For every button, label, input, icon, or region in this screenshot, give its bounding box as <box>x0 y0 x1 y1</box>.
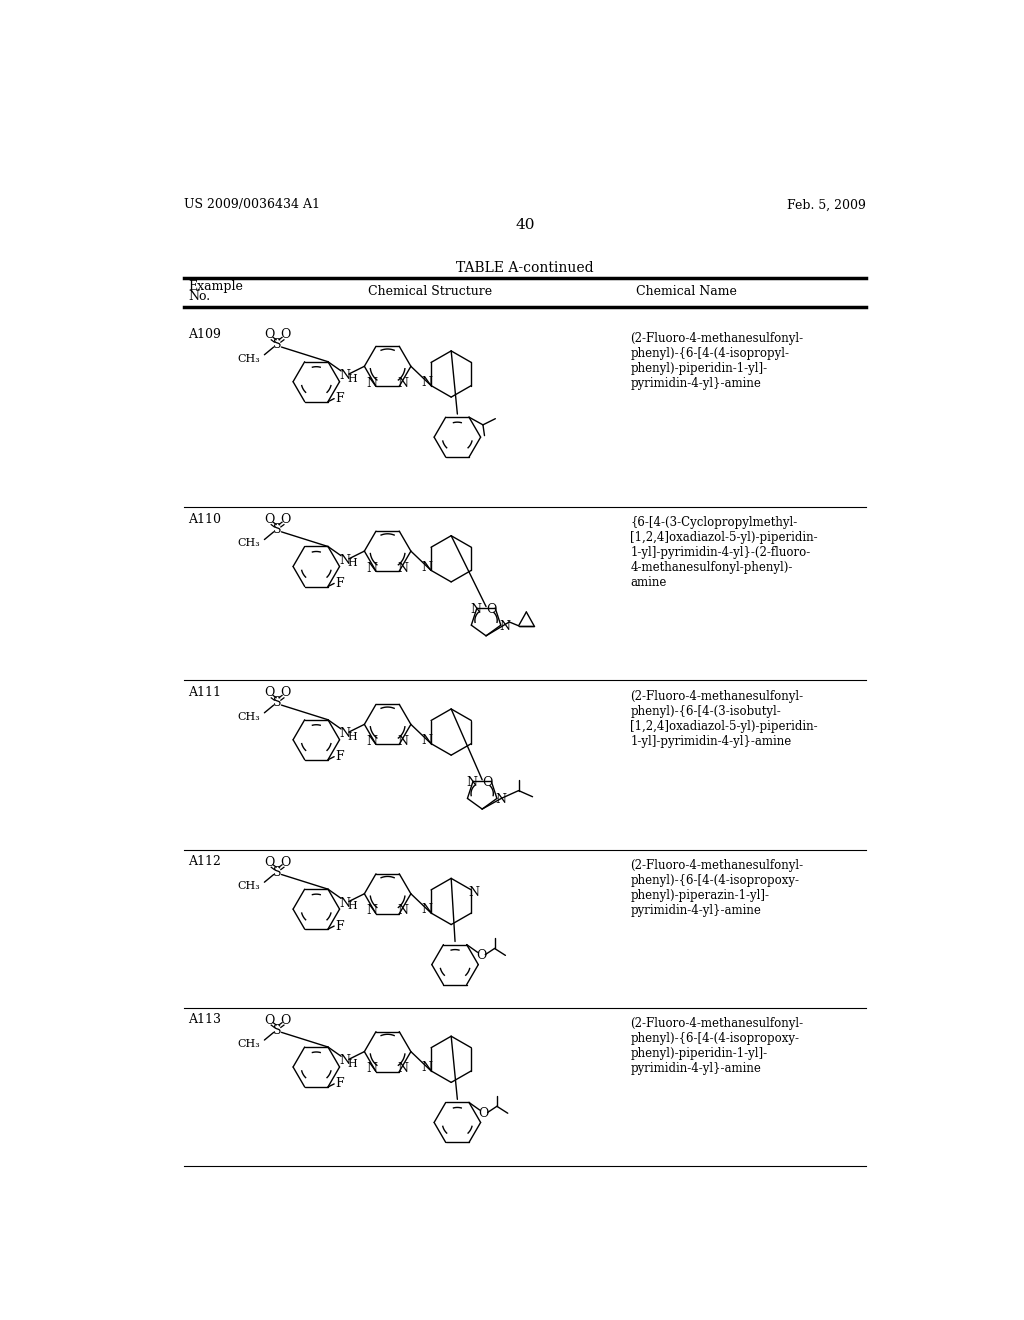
Text: US 2009/0036434 A1: US 2009/0036434 A1 <box>183 198 319 211</box>
Text: O: O <box>281 686 291 700</box>
Text: N: N <box>421 1061 432 1074</box>
Text: N: N <box>367 1063 378 1074</box>
Text: O: O <box>281 329 291 342</box>
Text: F: F <box>336 1077 344 1090</box>
Text: N: N <box>367 376 378 389</box>
Text: CH₃: CH₃ <box>238 354 260 363</box>
Text: N: N <box>421 561 432 574</box>
Text: O: O <box>281 1014 291 1027</box>
Text: H: H <box>347 902 356 911</box>
Text: S: S <box>273 523 282 536</box>
Text: N: N <box>470 603 481 616</box>
Text: S: S <box>273 696 282 709</box>
Text: N: N <box>421 376 432 389</box>
Text: A110: A110 <box>188 512 221 525</box>
Text: O: O <box>482 776 493 789</box>
Text: Example: Example <box>188 280 244 293</box>
Text: H: H <box>347 1059 356 1069</box>
Text: N: N <box>496 793 506 807</box>
Text: N: N <box>397 561 409 574</box>
Text: N: N <box>499 620 510 634</box>
Text: N: N <box>340 1055 350 1068</box>
Text: A112: A112 <box>188 855 221 869</box>
Text: O: O <box>264 329 275 342</box>
Text: F: F <box>336 577 344 590</box>
Text: F: F <box>336 920 344 932</box>
Text: N: N <box>397 1063 409 1074</box>
Text: {6-[4-(3-Cyclopropylmethyl-
[1,2,4]oxadiazol-5-yl)-piperidin-
1-yl]-pyrimidin-4-: {6-[4-(3-Cyclopropylmethyl- [1,2,4]oxadi… <box>630 516 818 590</box>
Text: N: N <box>397 376 409 389</box>
Text: O: O <box>264 513 275 527</box>
Text: O: O <box>478 1106 488 1119</box>
Text: N: N <box>367 561 378 574</box>
Text: N: N <box>340 370 350 381</box>
Text: N: N <box>367 904 378 917</box>
Text: N: N <box>340 727 350 741</box>
Text: H: H <box>347 558 356 569</box>
Text: (2-Fluoro-4-methanesulfonyl-
phenyl)-{6-[4-(3-isobutyl-
[1,2,4]oxadiazol-5-yl)-p: (2-Fluoro-4-methanesulfonyl- phenyl)-{6-… <box>630 689 818 747</box>
Text: Chemical Structure: Chemical Structure <box>369 285 493 298</box>
Text: TABLE A-continued: TABLE A-continued <box>456 261 594 275</box>
Text: (2-Fluoro-4-methanesulfonyl-
phenyl)-{6-[4-(4-isopropoxy-
phenyl)-piperidin-1-yl: (2-Fluoro-4-methanesulfonyl- phenyl)-{6-… <box>630 1016 803 1074</box>
Text: CH₃: CH₃ <box>238 711 260 722</box>
Text: S: S <box>273 338 282 351</box>
Text: N: N <box>367 735 378 748</box>
Text: O: O <box>476 949 486 962</box>
Text: N: N <box>340 896 350 909</box>
Text: O: O <box>486 603 497 616</box>
Text: A111: A111 <box>188 686 221 698</box>
Text: Chemical Name: Chemical Name <box>636 285 736 298</box>
Text: 40: 40 <box>515 218 535 232</box>
Text: N: N <box>421 903 432 916</box>
Text: CH₃: CH₃ <box>238 1039 260 1049</box>
Text: N: N <box>468 886 479 899</box>
Text: A109: A109 <box>188 327 221 341</box>
Text: H: H <box>347 374 356 384</box>
Text: S: S <box>273 1023 282 1036</box>
Text: O: O <box>264 686 275 700</box>
Text: O: O <box>264 855 275 869</box>
Text: H: H <box>347 731 356 742</box>
Text: O: O <box>281 855 291 869</box>
Text: A113: A113 <box>188 1014 221 1026</box>
Text: N: N <box>466 776 477 789</box>
Text: CH₃: CH₃ <box>238 539 260 548</box>
Text: O: O <box>264 1014 275 1027</box>
Text: No.: No. <box>188 290 211 304</box>
Text: (2-Fluoro-4-methanesulfonyl-
phenyl)-{6-[4-(4-isopropyl-
phenyl)-piperidin-1-yl]: (2-Fluoro-4-methanesulfonyl- phenyl)-{6-… <box>630 331 803 389</box>
Text: S: S <box>273 866 282 879</box>
Text: N: N <box>397 735 409 748</box>
Text: N: N <box>421 734 432 747</box>
Text: F: F <box>336 392 344 405</box>
Text: Feb. 5, 2009: Feb. 5, 2009 <box>786 198 866 211</box>
Text: (2-Fluoro-4-methanesulfonyl-
phenyl)-{6-[4-(4-isopropoxy-
phenyl)-piperazin-1-yl: (2-Fluoro-4-methanesulfonyl- phenyl)-{6-… <box>630 859 803 917</box>
Text: N: N <box>340 554 350 566</box>
Text: CH₃: CH₃ <box>238 880 260 891</box>
Text: N: N <box>397 904 409 917</box>
Text: F: F <box>336 750 344 763</box>
Text: O: O <box>281 513 291 527</box>
